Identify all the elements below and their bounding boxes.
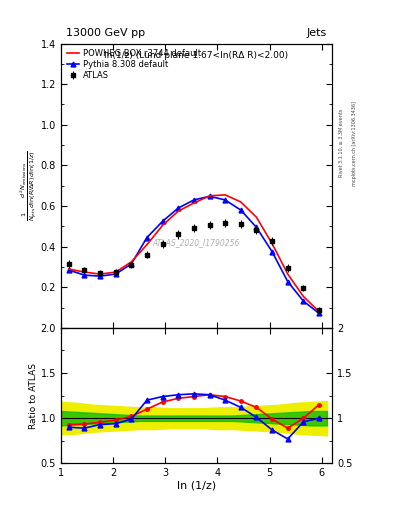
Pythia 8.308 default (223, 197, 228, 203)
POWHEG BOX r3744 default (82, 269, 87, 275)
POWHEG BOX r3744 default (317, 309, 321, 315)
Y-axis label: $\frac{1}{N_{\mathrm{jets}}}\frac{d^2 N_{\mathrm{emissions}}}{d\ln(R/\Delta R)\,: $\frac{1}{N_{\mathrm{jets}}}\frac{d^2 N_… (18, 150, 39, 221)
Pythia 8.308 default (160, 218, 165, 224)
Text: ln(1/z) (Lund plane 1.67<ln(RΔ R)<2.00): ln(1/z) (Lund plane 1.67<ln(RΔ R)<2.00) (105, 51, 288, 59)
Pythia 8.308 default (301, 298, 306, 304)
POWHEG BOX r3744 default (254, 214, 259, 220)
Line: Pythia 8.308 default: Pythia 8.308 default (66, 194, 321, 316)
POWHEG BOX r3744 default (160, 222, 165, 228)
POWHEG BOX r3744 default (223, 192, 228, 198)
Text: Jets: Jets (307, 28, 327, 38)
Pythia 8.308 default (98, 273, 103, 279)
X-axis label: ln (1/z): ln (1/z) (177, 481, 216, 491)
Pythia 8.308 default (270, 249, 274, 255)
POWHEG BOX r3744 default (301, 293, 306, 300)
Pythia 8.308 default (239, 207, 243, 213)
Pythia 8.308 default (176, 205, 181, 211)
Pythia 8.308 default (66, 267, 71, 273)
POWHEG BOX r3744 default (239, 199, 243, 205)
Line: POWHEG BOX r3744 default: POWHEG BOX r3744 default (69, 195, 319, 312)
Pythia 8.308 default (317, 310, 321, 316)
Pythia 8.308 default (82, 272, 87, 278)
POWHEG BOX r3744 default (145, 242, 149, 248)
POWHEG BOX r3744 default (176, 208, 181, 214)
Pythia 8.308 default (207, 193, 212, 199)
Pythia 8.308 default (285, 279, 290, 285)
Pythia 8.308 default (145, 234, 149, 241)
POWHEG BOX r3744 default (98, 271, 103, 277)
Text: mcplots.cern.ch [arXiv:1306.3436]: mcplots.cern.ch [arXiv:1306.3436] (352, 101, 357, 186)
Text: 13000 GeV pp: 13000 GeV pp (66, 28, 145, 38)
POWHEG BOX r3744 default (66, 266, 71, 272)
POWHEG BOX r3744 default (191, 200, 196, 206)
Text: Rivet 3.1.10, ≥ 3.3M events: Rivet 3.1.10, ≥ 3.3M events (339, 109, 344, 178)
POWHEG BOX r3744 default (270, 241, 274, 247)
POWHEG BOX r3744 default (207, 193, 212, 199)
POWHEG BOX r3744 default (113, 269, 118, 275)
Y-axis label: Ratio to ATLAS: Ratio to ATLAS (29, 362, 38, 429)
POWHEG BOX r3744 default (129, 259, 134, 265)
Text: ATLAS_2020_I1790256: ATLAS_2020_I1790256 (153, 238, 240, 247)
POWHEG BOX r3744 default (285, 271, 290, 277)
Pythia 8.308 default (191, 197, 196, 203)
Pythia 8.308 default (254, 224, 259, 230)
Pythia 8.308 default (129, 261, 134, 267)
Legend: POWHEG BOX r3744 default, Pythia 8.308 default, ATLAS: POWHEG BOX r3744 default, Pythia 8.308 d… (65, 48, 202, 81)
Pythia 8.308 default (113, 271, 118, 277)
